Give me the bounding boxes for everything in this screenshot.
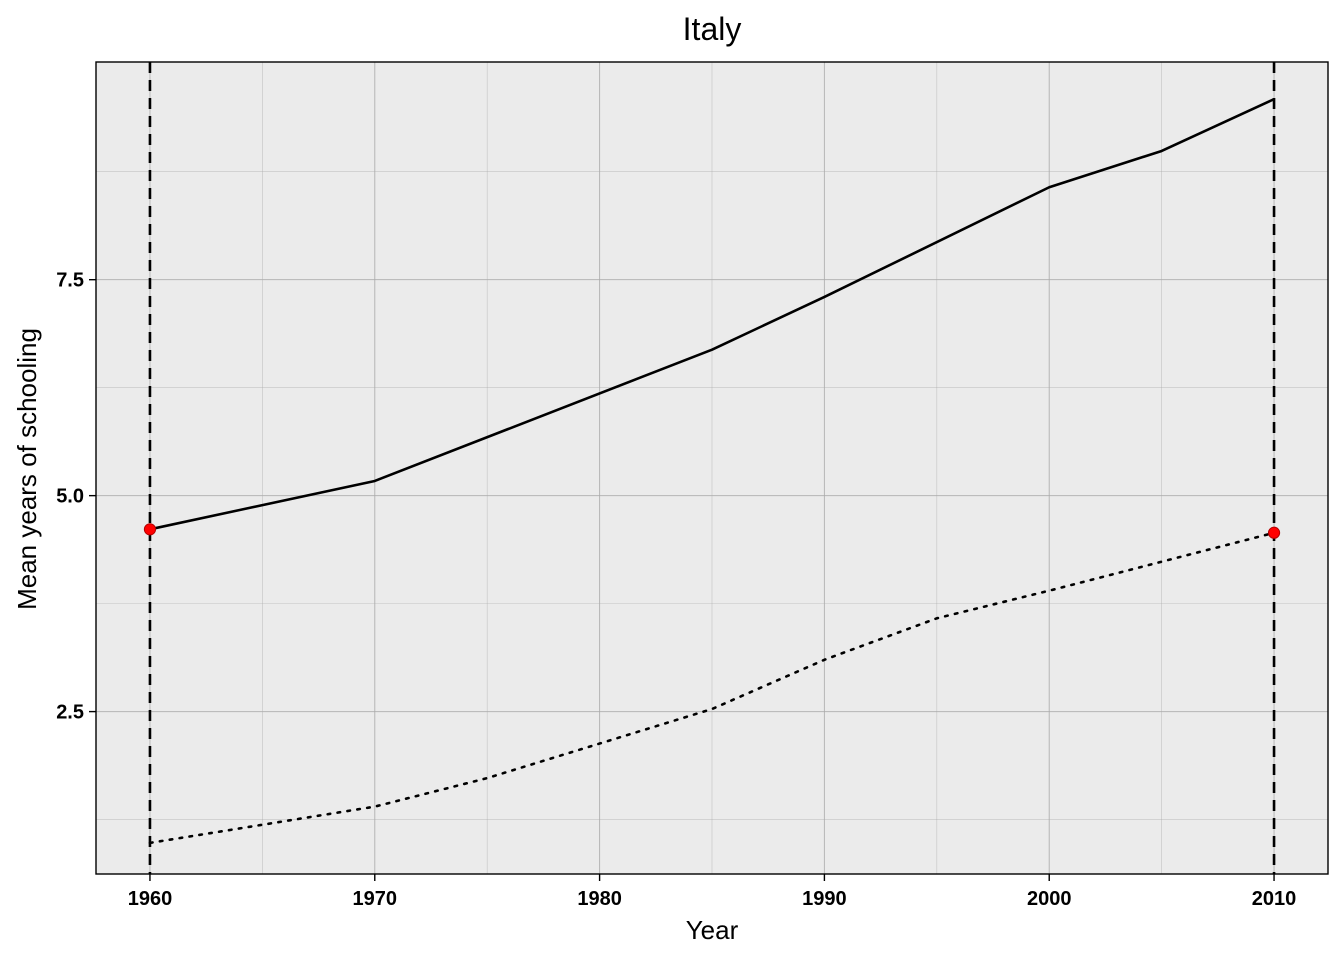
y-axis-title: Mean years of schooling — [12, 328, 42, 610]
x-axis-title: Year — [686, 915, 739, 945]
y-axis: 2.5 5.0 7.5 — [56, 270, 96, 724]
x-tick-label: 2010 — [1252, 888, 1297, 910]
highlight-point — [143, 523, 157, 536]
x-tick-label: 1960 — [128, 888, 173, 910]
y-tick-label: 7.5 — [56, 270, 84, 292]
x-tick-label: 1980 — [577, 888, 622, 910]
y-tick-label: 2.5 — [56, 702, 84, 724]
x-axis: 1960 1970 1980 1990 2000 2010 — [128, 874, 1297, 910]
plot-border — [95, 61, 1329, 875]
y-tick-label: 5.0 — [56, 486, 84, 508]
chart-title: Italy — [683, 11, 742, 47]
x-tick-label: 2000 — [1027, 888, 1072, 910]
series-line-dotted — [148, 531, 1276, 845]
highlight-points — [143, 523, 1281, 539]
x-tick-label: 1990 — [802, 888, 847, 910]
vertical-reference-lines — [148, 62, 1276, 874]
series-lines — [148, 97, 1276, 845]
series-line-solid — [149, 97, 1275, 531]
highlight-point — [1267, 526, 1281, 539]
x-tick-label: 1970 — [353, 888, 398, 910]
